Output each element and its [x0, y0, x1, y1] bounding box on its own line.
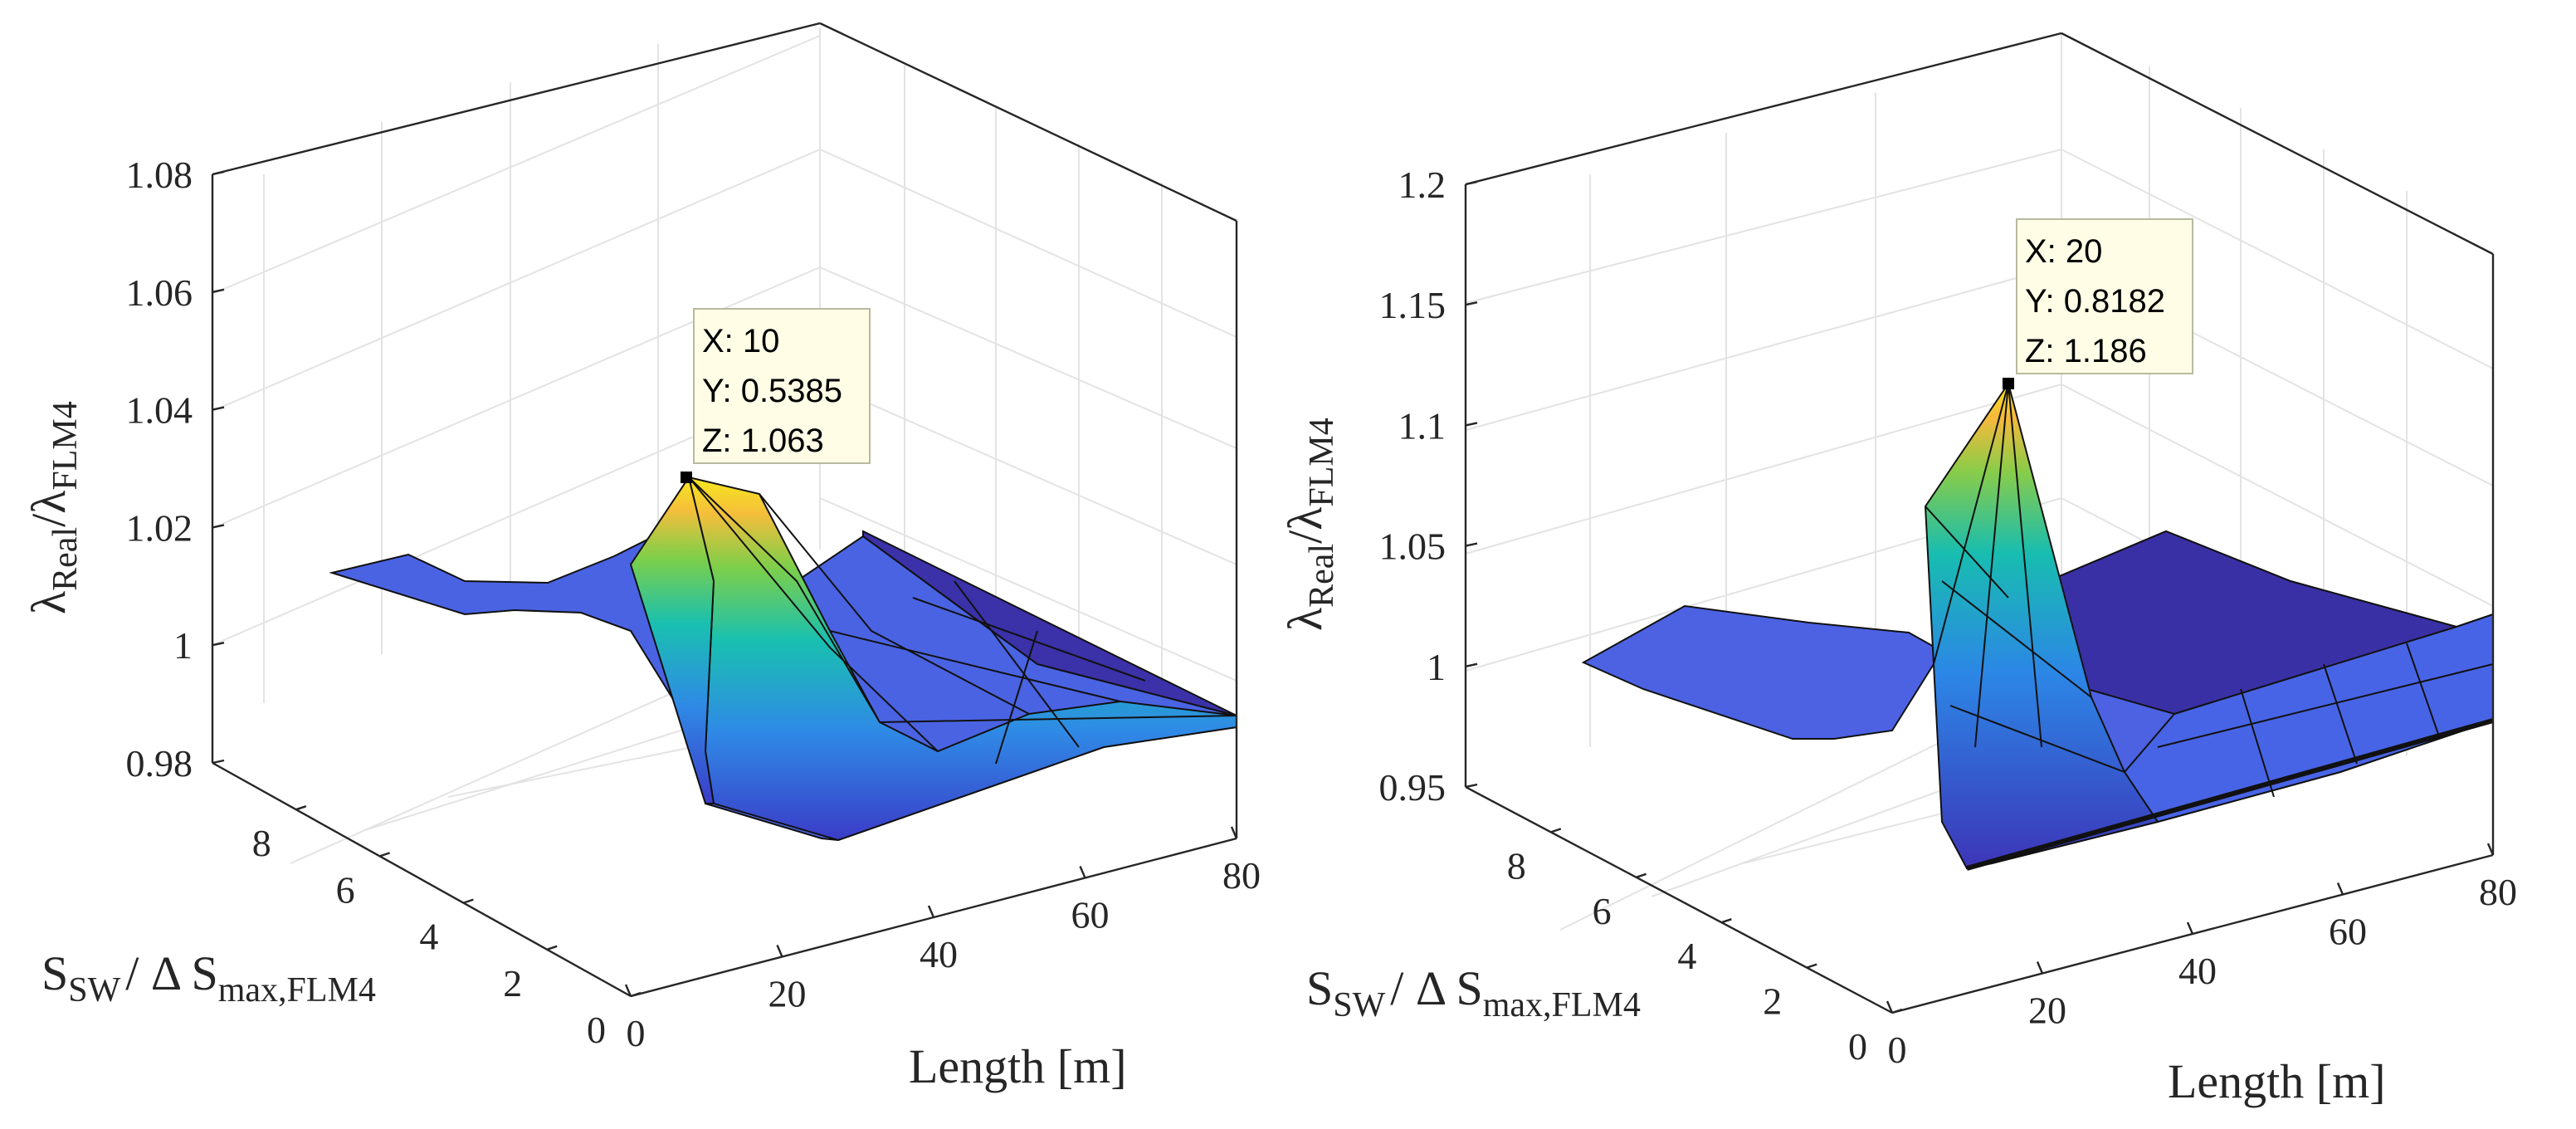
right-ticks: 0.95 1 1.05 1.1 1.15 1.2 0 20 40 60 80 0 2 4 6 8 [1379, 164, 2518, 1071]
right-ztick-label: 0.95 [1379, 766, 1447, 809]
right-datatip-box [2016, 218, 2193, 374]
left-ztick-mark [212, 524, 225, 529]
right-xlabel: Length [m] [2168, 1054, 2386, 1108]
left-ztick-mark [212, 170, 225, 176]
left-xtick-mark [1230, 826, 1238, 839]
right-ytick-mark [1636, 872, 1647, 878]
right-ztick-mark [1465, 542, 1478, 547]
right-datatip-z: Z: 1.186 [2025, 333, 2147, 369]
right-ztick-label: 1.2 [1398, 164, 1447, 206]
left-ytick-mark [630, 991, 642, 998]
left-ztick-mark [212, 406, 225, 411]
left-xtick-mark [1079, 866, 1086, 878]
right-ylabel: SSW / Δ Smax,FLM4 [1306, 961, 1641, 1024]
right-ztick-mark [1465, 783, 1478, 789]
right-ztick-label: 1.1 [1398, 404, 1447, 447]
left-ytick-label: 6 [336, 868, 355, 911]
left-ztick-label: 1.02 [126, 506, 193, 549]
left-ytick-mark [463, 898, 474, 904]
right-xtick-mark [1886, 1000, 1894, 1014]
right-zlabel: λReal/λFLM4 [1278, 418, 1341, 631]
right-ytick-label: 8 [1507, 844, 1526, 887]
right-ztick-label: 1.15 [1379, 284, 1447, 326]
right-datatip-x: X: 20 [2025, 233, 2102, 270]
left-ytick-mark [379, 852, 390, 858]
left-ylabel-text: SSW / Δ Smax,FLM4 [41, 946, 376, 1009]
left-datatip-box [693, 308, 871, 464]
left-panel: 0.98 1 1.02 1.04 1.06 1.08 0 20 40 60 80 0 2 4 6 8 λRea… [22, 22, 1261, 1093]
right-xtick-mark [2036, 961, 2044, 974]
right-ztick-label: 1 [1427, 646, 1446, 688]
left-xtick-label: 80 [1222, 854, 1261, 897]
left-ztick-label: 1.04 [126, 389, 193, 432]
right-xtick-mark [2336, 882, 2344, 895]
left-datatip-x: X: 10 [702, 323, 779, 359]
left-datatip-marker [681, 472, 692, 483]
right-ytick-mark [1550, 828, 1562, 833]
right-ztick-mark [1465, 180, 1478, 186]
right-ztick-mark [1465, 662, 1478, 667]
right-datatip-marker [2003, 378, 2014, 389]
left-axes-box [211, 22, 1238, 998]
left-ytick-label: 0 [587, 1009, 606, 1051]
right-xtick-label: 0 [1888, 1029, 1907, 1071]
left-ztick-label: 1.08 [126, 154, 193, 196]
left-xtick-label: 40 [920, 933, 958, 975]
left-xtick-label: 60 [1071, 894, 1110, 936]
right-ytick-mark [1806, 963, 1817, 969]
right-ytick-mark [1721, 918, 1732, 924]
right-xtick-label: 20 [2028, 990, 2066, 1032]
left-ztick-label: 1.06 [126, 271, 193, 314]
right-ztick-mark [1465, 301, 1478, 306]
right-ytick-label: 2 [1763, 980, 1782, 1023]
left-xtick-mark [927, 905, 935, 918]
right-grid [1465, 33, 2494, 931]
left-ticks: 0.98 1 1.02 1.04 1.06 1.08 0 20 40 60 80 0 2 4 6 8 [126, 154, 1261, 1054]
left-xlabel: Length [m] [909, 1039, 1127, 1093]
right-xtick-label: 60 [2329, 911, 2367, 953]
left-zlabel-text: λReal/λFLM4 [22, 401, 85, 614]
right-datatip-y: Y: 0.8182 [2025, 283, 2165, 320]
right-xtick-label: 40 [2178, 950, 2217, 992]
right-surface [1581, 381, 2494, 871]
left-ztick-label: 0.98 [126, 742, 193, 784]
right-ztick-label: 1.05 [1379, 525, 1447, 568]
right-panel: 0.95 1 1.05 1.1 1.15 1.2 0 20 40 60 80 0 2 4 6 8 λReal/… [1278, 32, 2518, 1108]
left-xtick-label: 0 [627, 1012, 646, 1054]
left-ylabel: SSW / Δ Smax,FLM4 [41, 946, 376, 1009]
right-xtick-mark [2486, 843, 2495, 856]
left-datatip-y: Y: 0.5385 [702, 373, 842, 409]
left-ytick-label: 4 [419, 916, 438, 958]
left-ztick-mark [212, 759, 225, 765]
right-zlabel-text: λReal/λFLM4 [1278, 418, 1341, 631]
left-xtick-mark [624, 984, 632, 997]
left-surface [329, 475, 1237, 842]
left-ytick-label: 8 [252, 822, 271, 864]
right-axes-box [1464, 32, 2495, 1014]
left-ztick-mark [212, 288, 225, 293]
left-ytick-label: 2 [503, 962, 522, 1004]
right-datatip: X: 20 Y: 0.8182 Z: 1.186 [2003, 218, 2193, 389]
left-zlabel: λReal/λFLM4 [22, 401, 85, 614]
right-ytick-label: 0 [1848, 1025, 1867, 1068]
left-datatip: X: 10 Y: 0.5385 Z: 1.063 [681, 308, 871, 483]
right-ytick-label: 6 [1593, 890, 1612, 932]
left-grid [212, 27, 1237, 864]
right-xtick-label: 80 [2479, 871, 2517, 913]
left-ytick-mark [546, 945, 558, 951]
left-ytick-mark [295, 805, 307, 811]
left-ztick-mark [212, 642, 225, 647]
left-xtick-mark [776, 945, 783, 957]
left-datatip-z: Z: 1.063 [702, 423, 824, 459]
left-xtick-label: 20 [768, 973, 807, 1015]
right-ylabel-text: SSW / Δ Smax,FLM4 [1306, 961, 1641, 1024]
left-ztick-label: 1 [173, 624, 193, 667]
right-ytick-label: 4 [1677, 935, 1696, 977]
right-ztick-mark [1465, 422, 1478, 427]
right-xtick-mark [2186, 921, 2194, 935]
right-ytick-mark [1891, 1008, 1903, 1014]
